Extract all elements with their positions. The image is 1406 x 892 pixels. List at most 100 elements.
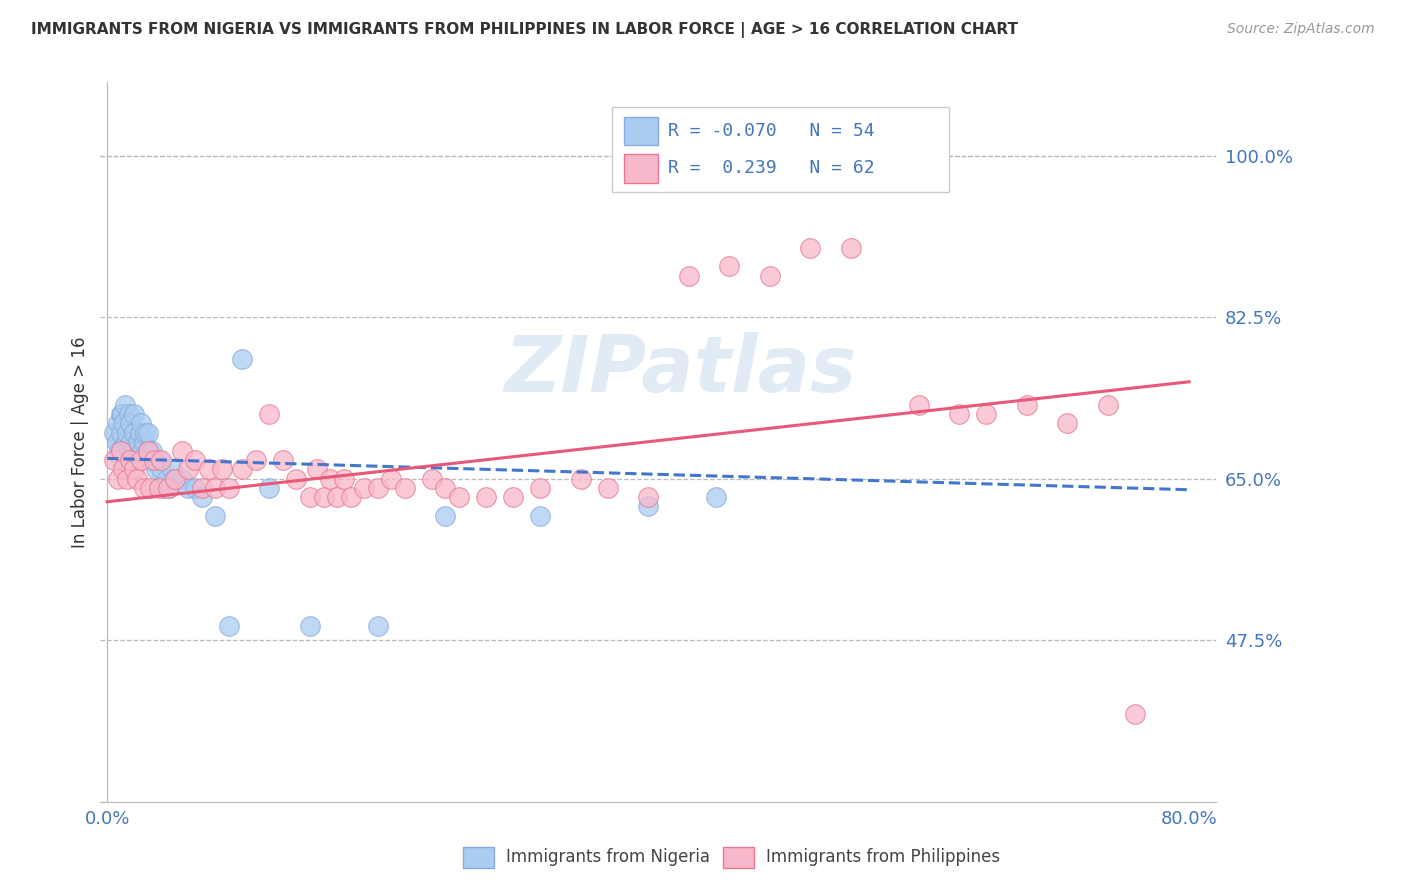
Point bbox=[129, 453, 152, 467]
Point bbox=[117, 472, 139, 486]
Point bbox=[160, 462, 183, 476]
Point bbox=[163, 472, 186, 486]
Point bbox=[447, 490, 470, 504]
Point bbox=[122, 462, 145, 476]
Point bbox=[367, 481, 389, 495]
Point bbox=[298, 490, 321, 504]
Point bbox=[305, 462, 328, 476]
Point bbox=[339, 490, 361, 504]
Point bbox=[170, 444, 193, 458]
Point bbox=[353, 481, 375, 495]
Point bbox=[1056, 417, 1078, 431]
Point bbox=[103, 425, 125, 440]
Point bbox=[434, 481, 457, 495]
Point bbox=[139, 453, 162, 467]
Point bbox=[569, 472, 592, 486]
Point bbox=[115, 434, 138, 449]
Point bbox=[108, 444, 131, 458]
Point bbox=[380, 472, 402, 486]
Point bbox=[170, 472, 193, 486]
Point bbox=[105, 434, 128, 449]
Point bbox=[124, 444, 146, 458]
Text: Immigrants from Nigeria: Immigrants from Nigeria bbox=[506, 848, 710, 866]
Point bbox=[148, 481, 170, 495]
Point bbox=[141, 444, 163, 458]
Point bbox=[131, 444, 153, 458]
Point bbox=[475, 490, 498, 504]
Point bbox=[204, 508, 226, 523]
Point bbox=[839, 241, 862, 255]
Point bbox=[245, 453, 267, 467]
Point bbox=[637, 500, 659, 514]
Point bbox=[107, 472, 129, 486]
Point bbox=[110, 444, 132, 458]
Y-axis label: In Labor Force | Age > 16: In Labor Force | Age > 16 bbox=[72, 336, 89, 548]
Point bbox=[120, 434, 142, 449]
Point bbox=[704, 490, 727, 504]
Point bbox=[128, 425, 150, 440]
Point bbox=[394, 481, 416, 495]
Point bbox=[122, 425, 145, 440]
Point bbox=[326, 490, 349, 504]
Point bbox=[974, 407, 997, 421]
Point bbox=[112, 417, 135, 431]
Point bbox=[117, 444, 139, 458]
Point bbox=[114, 398, 136, 412]
Point bbox=[637, 490, 659, 504]
Point bbox=[204, 481, 226, 495]
Point bbox=[110, 407, 132, 421]
Point bbox=[1015, 398, 1038, 412]
Point bbox=[122, 407, 145, 421]
Text: Source: ZipAtlas.com: Source: ZipAtlas.com bbox=[1227, 22, 1375, 37]
Point bbox=[596, 481, 619, 495]
Point bbox=[718, 260, 741, 274]
Point bbox=[120, 453, 142, 467]
Point bbox=[529, 481, 551, 495]
Point bbox=[907, 398, 929, 412]
Point bbox=[420, 472, 443, 486]
Point bbox=[948, 407, 970, 421]
Point bbox=[184, 453, 207, 467]
Point bbox=[136, 425, 159, 440]
Point bbox=[134, 425, 156, 440]
Point bbox=[129, 417, 152, 431]
Point bbox=[197, 462, 219, 476]
Point bbox=[1123, 706, 1146, 721]
Text: R =  0.239   N = 62: R = 0.239 N = 62 bbox=[668, 160, 875, 178]
Text: Immigrants from Philippines: Immigrants from Philippines bbox=[766, 848, 1001, 866]
Point bbox=[367, 619, 389, 633]
Point bbox=[163, 472, 186, 486]
Point bbox=[110, 425, 132, 440]
Point bbox=[231, 462, 253, 476]
Point bbox=[125, 472, 148, 486]
Point bbox=[150, 453, 173, 467]
Point bbox=[111, 407, 134, 421]
Point bbox=[502, 490, 524, 504]
Point bbox=[156, 472, 179, 486]
Point bbox=[132, 481, 155, 495]
Point bbox=[312, 490, 335, 504]
Point bbox=[298, 619, 321, 633]
Point bbox=[143, 453, 166, 467]
Point bbox=[177, 481, 200, 495]
Point bbox=[434, 508, 457, 523]
Point bbox=[132, 434, 155, 449]
Point bbox=[218, 619, 240, 633]
Point bbox=[184, 481, 207, 495]
Text: ZIPatlas: ZIPatlas bbox=[505, 332, 856, 408]
Point bbox=[110, 453, 132, 467]
Point bbox=[136, 444, 159, 458]
Point bbox=[112, 462, 135, 476]
Point bbox=[231, 351, 253, 366]
Point bbox=[107, 417, 129, 431]
Point bbox=[259, 407, 281, 421]
Point bbox=[177, 462, 200, 476]
Text: R = -0.070   N = 54: R = -0.070 N = 54 bbox=[668, 122, 875, 140]
Point bbox=[191, 490, 214, 504]
Point bbox=[285, 472, 308, 486]
Point bbox=[153, 481, 176, 495]
Point bbox=[156, 481, 179, 495]
Point bbox=[157, 481, 180, 495]
Point bbox=[319, 472, 342, 486]
Point bbox=[759, 268, 782, 283]
